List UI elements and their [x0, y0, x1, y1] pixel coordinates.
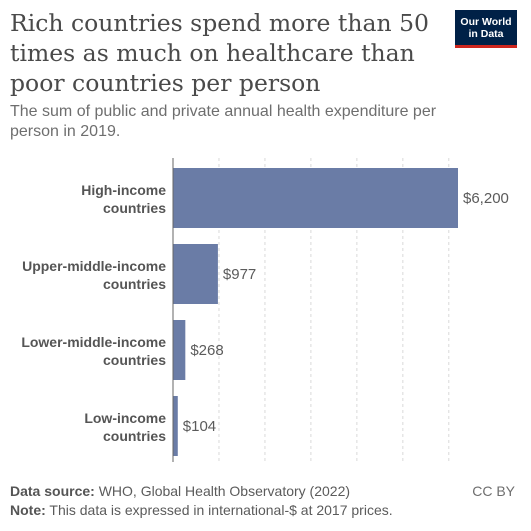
data-source: Data source: WHO, Global Health Observat… — [10, 483, 350, 499]
category-label: Low-income — [84, 410, 166, 426]
source-text: WHO, Global Health Observatory (2022) — [98, 483, 351, 499]
chart-title: Rich countries spend more than 50 times … — [10, 9, 429, 97]
value-label: $6,200 — [463, 190, 509, 207]
category-label: countries — [103, 428, 166, 444]
category-label: countries — [103, 200, 166, 216]
category-label: High-income — [81, 182, 166, 198]
chart-subtitle: The sum of public and private annual hea… — [10, 103, 437, 140]
category-label: Lower-middle-income — [21, 334, 166, 350]
value-label: $104 — [183, 418, 216, 435]
category-label: countries — [103, 352, 166, 368]
license-badge[interactable]: CC BY — [472, 483, 515, 499]
source-label: Data source: — [10, 483, 95, 499]
bar — [173, 168, 458, 228]
owid-logo[interactable]: Our World in Data — [455, 10, 517, 48]
bar — [173, 396, 178, 456]
note-label: Note: — [10, 502, 46, 518]
category-label: countries — [103, 276, 166, 292]
data-note: Note: This data is expressed in internat… — [10, 502, 393, 518]
category-label: Upper-middle-income — [22, 258, 166, 274]
bar-chart: $6,200 High-income countries $977 Upper-midd… — [21, 158, 509, 462]
bar — [173, 320, 186, 380]
bar — [173, 244, 218, 304]
value-label: $977 — [223, 266, 256, 283]
logo-line-1: Our World — [460, 15, 512, 28]
value-label: $268 — [190, 342, 223, 359]
logo-line-2: in Data — [468, 27, 504, 40]
note-text: This data is expressed in international-… — [49, 502, 393, 518]
